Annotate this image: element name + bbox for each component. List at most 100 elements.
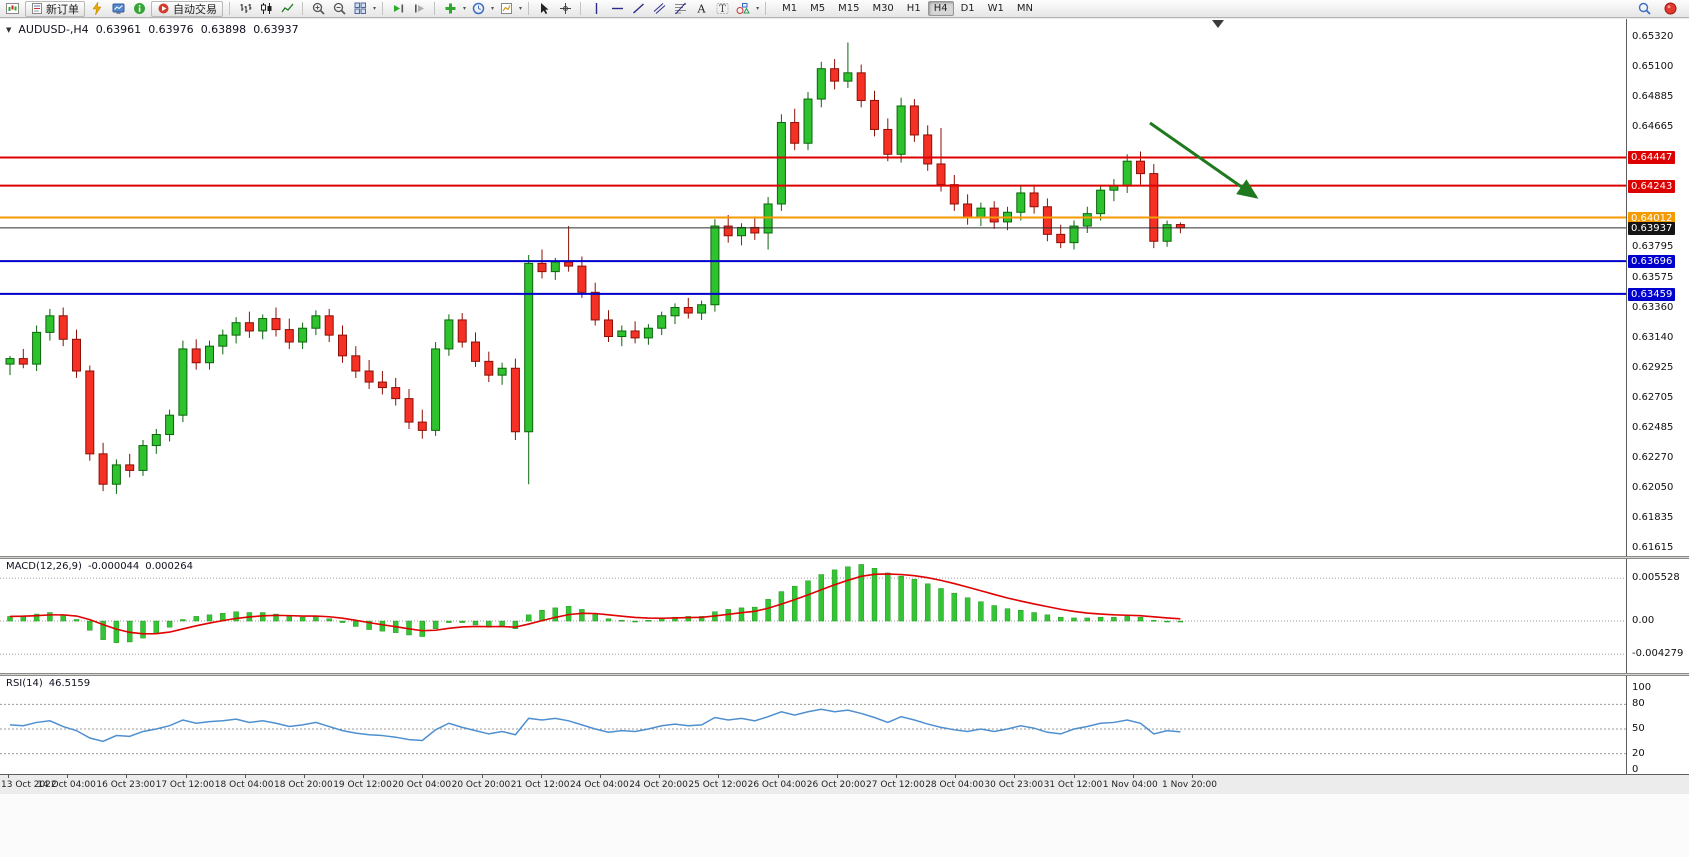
tile-windows-icon[interactable] [351,1,369,17]
price-pane[interactable]: ▼ AUDUSD-,H4 0.63961 0.63976 0.63898 0.6… [0,19,1689,556]
notification-dot-icon[interactable] [1661,1,1679,17]
indicators-icon[interactable] [441,1,459,17]
time-axis[interactable]: 13 Oct 2022 14 Oct 04:00 16 Oct 23:00 17 Oc… [0,774,1689,794]
zoom-in-icon[interactable] [309,1,327,17]
rsi-name: RSI(14) [6,678,43,689]
ohlc-close: 0.63937 [253,23,299,36]
channel-tool-icon[interactable] [650,1,668,17]
auto-trading-label: 自动交易 [173,2,217,16]
timeframe-w1[interactable]: W1 [987,3,1004,14]
periods-icon[interactable] [469,1,487,17]
svg-text:A: A [696,3,706,16]
info-icon[interactable] [130,1,148,17]
candlestick-mode-icon[interactable] [257,1,275,17]
time-label: 21 Oct 12:00 [510,780,570,790]
order-ticket-icon [31,1,43,17]
alerts-icon[interactable] [88,1,106,17]
price-line-badge: 0.64243 [1628,179,1676,193]
time-label: 25 Oct 12:00 [688,780,748,790]
time-tick [896,775,897,778]
pane-resize-handle[interactable] [0,673,1689,676]
zoom-out-icon[interactable] [330,1,348,17]
macd-label: MACD(12,26,9) -0.000044 0.000264 [6,561,193,572]
trendline-tool-icon[interactable] [629,1,647,17]
time-tick [481,775,483,778]
line-chart-mode-icon[interactable] [278,1,296,17]
chart-area[interactable]: ▼ AUDUSD-,H4 0.63961 0.63976 0.63898 0.6… [0,19,1689,857]
new-chart-icon[interactable] [4,1,22,17]
time-tick [1132,775,1134,778]
text-label-tool-icon[interactable]: T [713,1,731,17]
timeframe-m1[interactable]: M1 [782,3,798,14]
shapes-caret-icon[interactable]: ▾ [756,5,760,12]
indicators-caret-icon[interactable]: ▾ [463,5,467,12]
time-label: 20 Oct 20:00 [451,780,511,790]
cursor-icon[interactable] [535,1,553,17]
timeframe-m30[interactable]: M30 [872,3,894,14]
horizontal-line-tool-icon[interactable] [608,1,626,17]
price-line-badge: 0.64447 [1628,151,1676,165]
tile-windows-caret-icon[interactable]: ▾ [373,5,377,12]
auto-trading-icon [157,1,170,17]
time-label: 26 Oct 20:00 [806,780,866,790]
timeframe-mn[interactable]: MN [1016,3,1033,14]
time-tick [1073,775,1075,778]
time-tick [540,775,542,778]
templates-icon[interactable] [497,1,515,17]
bottom-space [0,794,1689,857]
pane-resize-handle[interactable] [0,556,1689,559]
axis-label: 0.63140 [1632,331,1674,343]
text-tool-icon[interactable]: A [692,1,710,17]
time-label: 18 Oct 04:00 [214,780,274,790]
bar-chart-mode-icon[interactable] [236,1,254,17]
axis-label: 0.00 [1632,615,1655,627]
timeframe-m5[interactable]: M5 [810,3,826,14]
time-label: 28 Oct 04:00 [925,780,984,790]
time-tick [1014,775,1016,778]
search-symbol-icon[interactable] [1635,1,1653,17]
macd-pane[interactable]: MACD(12,26,9) -0.000044 0.000264 [0,559,1689,673]
shapes-tool-icon[interactable] [734,1,752,17]
market-watch-icon[interactable] [109,1,127,17]
templates-caret-icon[interactable]: ▾ [519,5,523,12]
macd-main-value: -0.000044 [87,561,140,572]
axis-label: 50 [1632,723,1645,734]
macd-name: MACD(12,26,9) [6,561,82,572]
axis-label: 0.63360 [1632,301,1674,313]
axis-label: 0.64885 [1632,90,1674,102]
time-label: 1 Nov 20:00 [1162,780,1217,790]
time-tick [600,775,601,778]
new-order-button[interactable]: 新订单 [25,0,85,17]
time-label: 17 Oct 12:00 [155,780,215,790]
auto-scroll-icon[interactable] [389,1,407,17]
time-label: 31 Oct 12:00 [1043,780,1103,790]
timeframe-d1[interactable]: D1 [960,3,975,14]
time-label: 18 Oct 20:00 [274,780,333,790]
ohlc-low: 0.63898 [200,23,247,36]
auto-trading-button[interactable]: 自动交易 [151,0,223,17]
price-line-badge: 0.63696 [1628,255,1676,269]
chart-shift-icon[interactable] [410,1,428,17]
toolbar-separator [434,2,436,15]
periods-caret-icon[interactable]: ▾ [491,5,495,12]
axis-label: 0.63575 [1632,271,1674,283]
time-label: 27 Oct 12:00 [866,780,925,790]
axis-label: 0.63795 [1632,241,1674,253]
timeframe-m15[interactable]: M15 [838,3,860,14]
timeframe-h4[interactable]: H4 [927,1,954,16]
crosshair-icon[interactable] [556,1,574,17]
axis-label: 0.62270 [1632,451,1674,463]
symbol-period-label: AUDUSD-,H4 [18,23,89,36]
price-line-badge: 0.63937 [1628,221,1676,235]
time-label: 13 Oct 2022 [1,780,57,790]
rsi-chart-svg [0,703,1626,755]
timeframe-h1[interactable]: H1 [906,3,921,14]
time-tick [244,775,246,778]
time-label: 20 Oct 04:00 [392,780,452,790]
fibonacci-tool-icon[interactable] [671,1,689,17]
main-toolbar: 新订单 自动交易 ▾ ▾ ▾ ▾ A T ▾ [0,0,1689,18]
price-axis[interactable]: 0.65320 0.65100 0.64885 0.64665 0.63795 0.635… [1626,19,1689,775]
rsi-pane[interactable]: RSI(14) 46.5159 [0,676,1689,774]
vertical-line-tool-icon[interactable] [587,1,605,17]
toolbar-separator [765,2,767,15]
